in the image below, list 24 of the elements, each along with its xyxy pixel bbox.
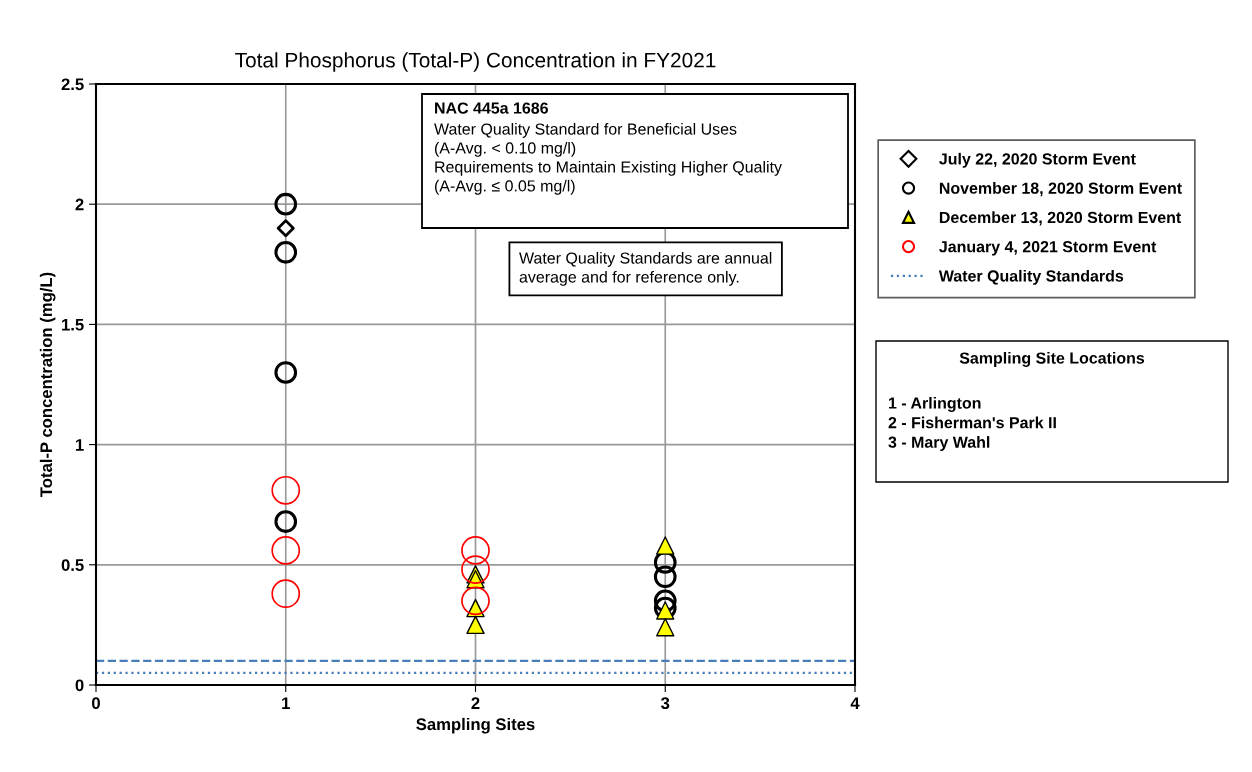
legend-label: December 13, 2020 Storm Event xyxy=(939,211,1182,226)
y-tick-label: 0.5 xyxy=(61,559,84,571)
x-axis-title: Sampling Sites xyxy=(416,717,535,734)
y-tick-label: 0 xyxy=(75,679,84,692)
legend-label: July 22, 2020 Storm Event xyxy=(939,152,1136,168)
y-tick-label: 2.5 xyxy=(61,78,84,91)
text: 1 - Arlington 2 - Fisherman's Park II 3 - Mary Wahl xyxy=(888,397,1056,451)
annotation: NAC 445a 1686 xyxy=(435,102,548,114)
annotation: Water Quality Standard for Beneficial Uses (A-Avg. < 0.10 mg/l) Requirements to Maintain Existing Higher Quality (A-Avg. ≤ 0.05 mg/l) xyxy=(434,123,782,195)
chart-title: Total Phosphorus (Total-P) Concentration in FY2021 xyxy=(235,52,716,72)
x-tick-label: 2 xyxy=(471,697,480,709)
y-tick-label: 1 xyxy=(75,439,84,451)
legend-label: January 4, 2021 Storm Event xyxy=(939,241,1157,256)
x-tick-label: 1 xyxy=(282,697,290,709)
x-tick-label: 4 xyxy=(850,697,860,709)
legend-label: Water Quality Standards xyxy=(938,269,1124,285)
y-axis-title: Total-P concentration (mg/L) xyxy=(39,272,56,497)
y-tick-label: 2 xyxy=(75,198,84,211)
y-tick-label: 1.5 xyxy=(62,318,84,331)
legend-label: November 18, 2020 Storm Event xyxy=(939,182,1182,197)
x-tick-label: 3 xyxy=(661,697,670,710)
text: Sampling Site Locations xyxy=(959,352,1145,367)
x-tick-label: 0 xyxy=(92,697,100,710)
annotation: Water Quality Standards are annual average and for reference only. xyxy=(519,252,772,286)
